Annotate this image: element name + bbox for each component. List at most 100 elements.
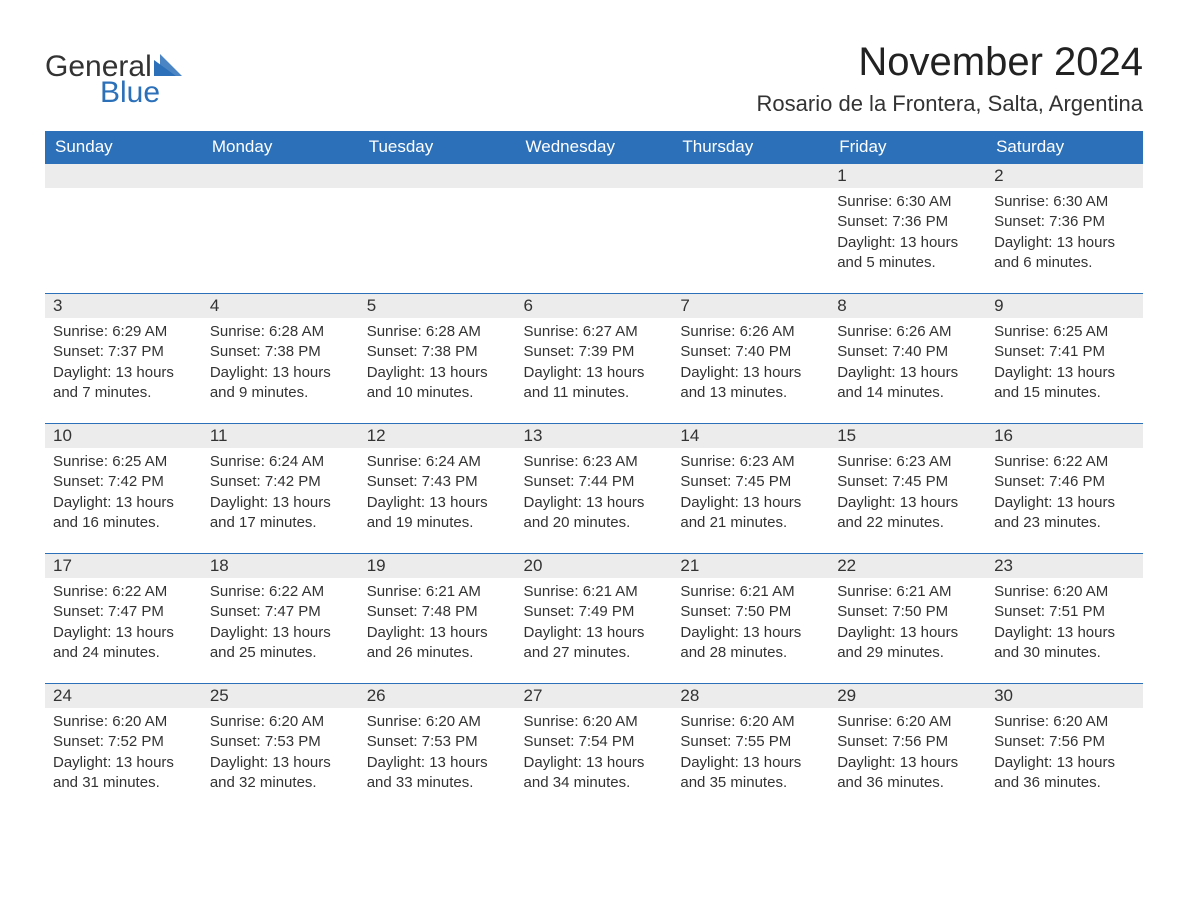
- sunset-line: Sunset: 7:49 PM: [524, 602, 665, 622]
- day-details: Sunrise: 6:28 AMSunset: 7:38 PMDaylight:…: [359, 318, 516, 411]
- sunset-line: Sunset: 7:39 PM: [524, 342, 665, 362]
- daylight-line: Daylight: 13 hours and 28 minutes.: [680, 623, 821, 664]
- daylight-line: Daylight: 13 hours and 7 minutes.: [53, 363, 194, 404]
- sunrise-line: Sunrise: 6:21 AM: [367, 582, 508, 602]
- day-number: 1: [829, 164, 986, 188]
- day-number: 9: [986, 294, 1143, 318]
- daylight-line: Daylight: 13 hours and 16 minutes.: [53, 493, 194, 534]
- day-number: 4: [202, 294, 359, 318]
- day-number-empty: [202, 164, 359, 188]
- daylight-line: Daylight: 13 hours and 23 minutes.: [994, 493, 1135, 534]
- day-details: Sunrise: 6:24 AMSunset: 7:43 PMDaylight:…: [359, 448, 516, 541]
- day-details: Sunrise: 6:22 AMSunset: 7:47 PMDaylight:…: [45, 578, 202, 671]
- calendar-cell: 27Sunrise: 6:20 AMSunset: 7:54 PMDayligh…: [516, 684, 673, 814]
- sunset-line: Sunset: 7:38 PM: [367, 342, 508, 362]
- sunrise-line: Sunrise: 6:27 AM: [524, 322, 665, 342]
- sunrise-line: Sunrise: 6:30 AM: [837, 192, 978, 212]
- calendar-cell: [672, 164, 829, 294]
- day-number: 23: [986, 554, 1143, 578]
- sunset-line: Sunset: 7:56 PM: [837, 732, 978, 752]
- daylight-line: Daylight: 13 hours and 31 minutes.: [53, 753, 194, 794]
- day-number: 19: [359, 554, 516, 578]
- day-number: 30: [986, 684, 1143, 708]
- day-number: 14: [672, 424, 829, 448]
- sunrise-line: Sunrise: 6:20 AM: [367, 712, 508, 732]
- weekday-thursday: Thursday: [672, 131, 829, 164]
- weekday-monday: Monday: [202, 131, 359, 164]
- sunrise-line: Sunrise: 6:23 AM: [524, 452, 665, 472]
- sunrise-line: Sunrise: 6:25 AM: [994, 322, 1135, 342]
- daylight-line: Daylight: 13 hours and 26 minutes.: [367, 623, 508, 664]
- day-details: Sunrise: 6:20 AMSunset: 7:56 PMDaylight:…: [829, 708, 986, 801]
- calendar-cell: [516, 164, 673, 294]
- calendar-cell: 10Sunrise: 6:25 AMSunset: 7:42 PMDayligh…: [45, 424, 202, 554]
- daylight-line: Daylight: 13 hours and 36 minutes.: [994, 753, 1135, 794]
- sunrise-line: Sunrise: 6:20 AM: [994, 582, 1135, 602]
- day-details: Sunrise: 6:20 AMSunset: 7:55 PMDaylight:…: [672, 708, 829, 801]
- sunrise-line: Sunrise: 6:24 AM: [367, 452, 508, 472]
- day-number: 3: [45, 294, 202, 318]
- daylight-line: Daylight: 13 hours and 10 minutes.: [367, 363, 508, 404]
- day-details: Sunrise: 6:27 AMSunset: 7:39 PMDaylight:…: [516, 318, 673, 411]
- sunset-line: Sunset: 7:53 PM: [367, 732, 508, 752]
- sunset-line: Sunset: 7:56 PM: [994, 732, 1135, 752]
- day-number: 24: [45, 684, 202, 708]
- day-number: 21: [672, 554, 829, 578]
- calendar-cell: 22Sunrise: 6:21 AMSunset: 7:50 PMDayligh…: [829, 554, 986, 684]
- weekday-wednesday: Wednesday: [516, 131, 673, 164]
- day-details: Sunrise: 6:25 AMSunset: 7:42 PMDaylight:…: [45, 448, 202, 541]
- logo-text-blue: Blue: [100, 76, 160, 110]
- sunset-line: Sunset: 7:47 PM: [210, 602, 351, 622]
- day-number: 12: [359, 424, 516, 448]
- day-number-empty: [516, 164, 673, 188]
- day-details: Sunrise: 6:20 AMSunset: 7:54 PMDaylight:…: [516, 708, 673, 801]
- sunset-line: Sunset: 7:46 PM: [994, 472, 1135, 492]
- sunrise-line: Sunrise: 6:20 AM: [680, 712, 821, 732]
- calendar-cell: 15Sunrise: 6:23 AMSunset: 7:45 PMDayligh…: [829, 424, 986, 554]
- sunrise-line: Sunrise: 6:22 AM: [210, 582, 351, 602]
- day-details: Sunrise: 6:23 AMSunset: 7:45 PMDaylight:…: [829, 448, 986, 541]
- header: General Blue November 2024 Rosario de la…: [45, 40, 1143, 117]
- daylight-line: Daylight: 13 hours and 33 minutes.: [367, 753, 508, 794]
- logo: General Blue: [45, 50, 182, 110]
- sunset-line: Sunset: 7:50 PM: [837, 602, 978, 622]
- daylight-line: Daylight: 13 hours and 15 minutes.: [994, 363, 1135, 404]
- sunrise-line: Sunrise: 6:28 AM: [210, 322, 351, 342]
- daylight-line: Daylight: 13 hours and 11 minutes.: [524, 363, 665, 404]
- day-details: Sunrise: 6:20 AMSunset: 7:51 PMDaylight:…: [986, 578, 1143, 671]
- day-number: 16: [986, 424, 1143, 448]
- day-number-empty: [672, 164, 829, 188]
- day-details: Sunrise: 6:21 AMSunset: 7:50 PMDaylight:…: [672, 578, 829, 671]
- day-number: 2: [986, 164, 1143, 188]
- calendar-cell: 28Sunrise: 6:20 AMSunset: 7:55 PMDayligh…: [672, 684, 829, 814]
- sunset-line: Sunset: 7:42 PM: [53, 472, 194, 492]
- day-details: Sunrise: 6:20 AMSunset: 7:56 PMDaylight:…: [986, 708, 1143, 801]
- day-details: Sunrise: 6:21 AMSunset: 7:50 PMDaylight:…: [829, 578, 986, 671]
- day-number: 26: [359, 684, 516, 708]
- day-details: Sunrise: 6:21 AMSunset: 7:48 PMDaylight:…: [359, 578, 516, 671]
- day-details: Sunrise: 6:20 AMSunset: 7:53 PMDaylight:…: [359, 708, 516, 801]
- sunrise-line: Sunrise: 6:26 AM: [837, 322, 978, 342]
- sunrise-line: Sunrise: 6:30 AM: [994, 192, 1135, 212]
- day-number-empty: [359, 164, 516, 188]
- sunset-line: Sunset: 7:37 PM: [53, 342, 194, 362]
- weekday-friday: Friday: [829, 131, 986, 164]
- day-details: Sunrise: 6:23 AMSunset: 7:45 PMDaylight:…: [672, 448, 829, 541]
- calendar-cell: 20Sunrise: 6:21 AMSunset: 7:49 PMDayligh…: [516, 554, 673, 684]
- sunset-line: Sunset: 7:36 PM: [994, 212, 1135, 232]
- calendar-cell: 19Sunrise: 6:21 AMSunset: 7:48 PMDayligh…: [359, 554, 516, 684]
- sunrise-line: Sunrise: 6:20 AM: [210, 712, 351, 732]
- daylight-line: Daylight: 13 hours and 24 minutes.: [53, 623, 194, 664]
- day-number: 28: [672, 684, 829, 708]
- day-number: 25: [202, 684, 359, 708]
- calendar-week: 24Sunrise: 6:20 AMSunset: 7:52 PMDayligh…: [45, 684, 1143, 814]
- daylight-line: Daylight: 13 hours and 17 minutes.: [210, 493, 351, 534]
- title-block: November 2024 Rosario de la Frontera, Sa…: [757, 40, 1143, 117]
- calendar-cell: 8Sunrise: 6:26 AMSunset: 7:40 PMDaylight…: [829, 294, 986, 424]
- day-details: Sunrise: 6:28 AMSunset: 7:38 PMDaylight:…: [202, 318, 359, 411]
- calendar-table: SundayMondayTuesdayWednesdayThursdayFrid…: [45, 131, 1143, 814]
- sunset-line: Sunset: 7:45 PM: [680, 472, 821, 492]
- day-number: 6: [516, 294, 673, 318]
- day-number: 5: [359, 294, 516, 318]
- day-details: Sunrise: 6:26 AMSunset: 7:40 PMDaylight:…: [829, 318, 986, 411]
